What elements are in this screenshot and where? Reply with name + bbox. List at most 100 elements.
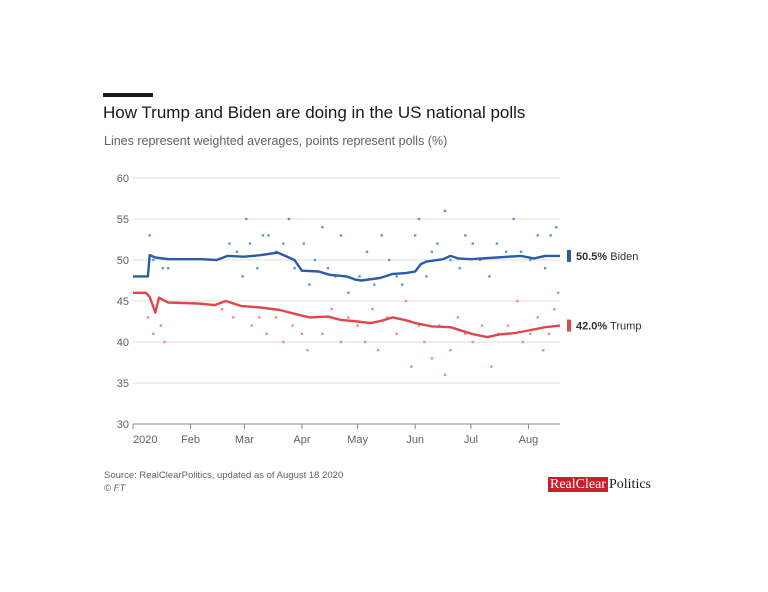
poll-point-trump xyxy=(417,324,421,327)
poll-point-biden xyxy=(228,242,231,245)
end-marker-biden xyxy=(567,249,571,262)
poll-point-trump xyxy=(480,324,484,327)
poll-point-trump xyxy=(321,332,324,335)
poll-point-biden xyxy=(512,217,515,221)
poll-point-biden xyxy=(167,267,170,270)
end-labels-layer: 50.5% Biden 42.0% Trump xyxy=(567,249,641,333)
poll-point-biden xyxy=(488,275,491,278)
poll-point-trump xyxy=(291,324,294,327)
poll-point-trump xyxy=(516,299,519,303)
poll-point-trump xyxy=(356,324,359,327)
poll-points-layer xyxy=(146,209,560,376)
x-tick-label: Jul xyxy=(464,434,478,446)
poll-point-biden xyxy=(495,242,499,245)
average-line-trump xyxy=(133,291,561,339)
y-tick-label: 35 xyxy=(117,378,129,390)
poll-point-trump xyxy=(363,340,367,344)
end-label-biden: 50.5% Biden xyxy=(576,251,638,263)
poll-point-biden xyxy=(478,258,482,262)
poll-point-trump xyxy=(220,308,224,311)
average-lines-layer xyxy=(133,251,561,339)
poll-point-trump xyxy=(471,340,474,344)
average-line-biden xyxy=(133,251,560,282)
poll-point-biden xyxy=(293,267,296,270)
poll-point-trump xyxy=(410,365,413,368)
chart-subtitle: Lines represent weighted averages, point… xyxy=(104,134,448,148)
poll-point-trump xyxy=(152,332,155,335)
y-tick-label: 50 xyxy=(117,255,129,267)
poll-point-trump xyxy=(163,340,166,344)
poll-point-trump xyxy=(300,332,304,335)
end-label-value: 42.0% xyxy=(576,321,607,333)
poll-point-trump xyxy=(265,332,268,335)
poll-point-biden xyxy=(347,291,350,294)
poll-point-trump xyxy=(395,332,398,335)
poll-point-biden xyxy=(449,258,452,262)
poll-point-biden xyxy=(464,234,467,237)
end-marker-trump xyxy=(567,319,571,332)
poll-point-biden xyxy=(458,267,461,270)
poll-point-biden xyxy=(326,267,330,270)
end-label-name: Biden xyxy=(607,251,638,263)
realclearpolitics-logo: RealClear Politics xyxy=(548,477,651,492)
x-tick-label: Mar xyxy=(235,434,254,446)
poll-point-biden xyxy=(245,217,248,221)
poll-point-biden xyxy=(529,258,532,262)
poll-point-biden xyxy=(161,267,164,270)
poll-point-biden xyxy=(413,234,417,237)
copyright-note: © FT xyxy=(104,483,126,494)
poll-point-trump xyxy=(371,308,374,311)
poll-point-biden xyxy=(152,258,155,262)
poll-point-trump xyxy=(250,324,254,327)
poll-point-trump xyxy=(529,332,532,335)
poll-point-biden xyxy=(400,283,404,286)
poll-point-trump xyxy=(258,316,261,319)
poll-point-trump xyxy=(547,332,551,335)
x-tick-label: Jun xyxy=(406,434,424,446)
y-tick-label: 55 xyxy=(117,214,129,226)
header-accent-bar xyxy=(103,93,153,97)
poll-point-trump xyxy=(232,316,235,319)
poll-point-trump xyxy=(443,373,447,376)
poll-point-trump xyxy=(282,340,285,344)
poll-point-biden xyxy=(471,242,474,245)
poll-point-biden xyxy=(388,258,391,262)
poll-point-trump xyxy=(347,316,350,319)
poll-point-trump xyxy=(556,291,560,294)
poll-point-biden xyxy=(313,258,317,262)
poll-point-biden xyxy=(321,226,324,229)
poll-point-trump xyxy=(490,365,493,368)
poll-point-biden xyxy=(248,242,252,245)
poll-point-biden xyxy=(373,283,376,286)
poll-point-trump xyxy=(404,299,408,303)
poll-point-trump xyxy=(146,316,150,319)
logo-politics: Politics xyxy=(608,477,651,492)
end-label-value: 50.5% xyxy=(576,251,607,263)
end-label-name: Trump xyxy=(607,321,641,333)
poll-point-biden xyxy=(261,234,265,237)
poll-point-biden xyxy=(339,234,343,237)
poll-point-biden xyxy=(302,242,305,245)
poll-point-trump xyxy=(430,357,434,360)
poll-point-trump xyxy=(553,308,556,311)
poll-point-trump xyxy=(506,324,510,327)
poll-point-biden xyxy=(536,234,539,237)
poll-point-biden xyxy=(549,234,552,237)
poll-point-biden xyxy=(380,234,383,237)
y-tick-label: 30 xyxy=(117,419,129,431)
poll-point-trump xyxy=(386,316,389,319)
poll-point-trump xyxy=(423,340,426,344)
poll-point-trump xyxy=(521,340,525,344)
poll-point-biden xyxy=(430,250,434,253)
x-tick-label: Feb xyxy=(181,434,200,446)
poll-point-biden xyxy=(267,234,270,237)
poll-point-biden xyxy=(543,267,547,270)
poll-point-biden xyxy=(282,242,285,245)
y-tick-label: 40 xyxy=(117,337,129,349)
poll-point-biden xyxy=(436,242,439,245)
poll-point-biden xyxy=(241,275,244,278)
poll-point-biden xyxy=(425,275,428,278)
chart-title: How Trump and Biden are doing in the US … xyxy=(103,103,526,122)
poll-point-biden xyxy=(358,275,361,278)
